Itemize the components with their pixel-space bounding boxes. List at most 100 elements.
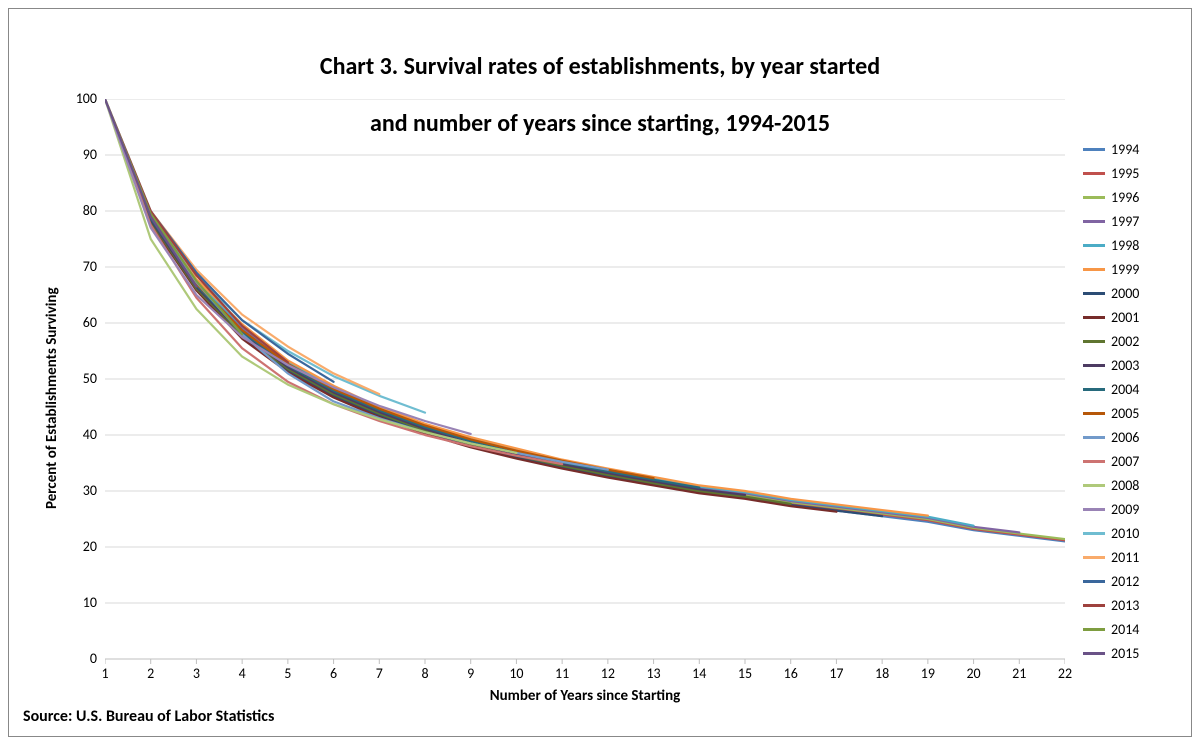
- legend-entry-1997: 1997: [1083, 209, 1173, 233]
- y-tick-label: 70: [57, 258, 97, 275]
- legend-swatch: [1083, 148, 1105, 151]
- x-tick-label: 14: [692, 665, 706, 682]
- legend-label: 1998: [1111, 237, 1139, 254]
- legend-entry-2009: 2009: [1083, 497, 1173, 521]
- legend-label: 2012: [1111, 573, 1139, 590]
- legend-entry-2013: 2013: [1083, 593, 1173, 617]
- legend-label: 2001: [1111, 309, 1139, 326]
- legend: 1994 1995 1996 1997 1998 1999 2000 2001 20022003…: [1083, 137, 1173, 665]
- legend-entry-2011: 2011: [1083, 545, 1173, 569]
- legend-label: 2011: [1111, 549, 1139, 566]
- y-tick-label: 30: [57, 482, 97, 499]
- y-tick-label: 0: [57, 650, 97, 667]
- series-line-2002: [105, 99, 791, 504]
- legend-swatch: [1083, 580, 1105, 583]
- legend-label: 2000: [1111, 285, 1139, 302]
- x-tick-label: 4: [239, 665, 246, 682]
- x-tick-label: 8: [421, 665, 428, 682]
- x-tick-label: 19: [921, 665, 935, 682]
- y-tick-label: 50: [57, 370, 97, 387]
- legend-entry-2003: 2003: [1083, 353, 1173, 377]
- legend-entry-2008: 2008: [1083, 473, 1173, 497]
- x-tick-label: 16: [784, 665, 798, 682]
- legend-swatch: [1083, 460, 1105, 463]
- legend-entry-1998: 1998: [1083, 233, 1173, 257]
- series-line-2008: [105, 99, 516, 453]
- series-line-2012: [105, 99, 334, 382]
- x-tick-label: 20: [966, 665, 980, 682]
- legend-label: 2006: [1111, 429, 1139, 446]
- legend-entry-1996: 1996: [1083, 185, 1173, 209]
- legend-label: 1997: [1111, 213, 1139, 230]
- x-axis-label: Number of Years since Starting: [105, 687, 1065, 705]
- legend-swatch: [1083, 412, 1105, 415]
- legend-entry-2012: 2012: [1083, 569, 1173, 593]
- legend-label: 1995: [1111, 165, 1139, 182]
- x-tick-label: 5: [284, 665, 291, 682]
- legend-entry-2002: 2002: [1083, 329, 1173, 353]
- x-tick-label: 1: [101, 665, 108, 682]
- series-line-2007: [105, 99, 562, 464]
- x-tick-label: 6: [330, 665, 337, 682]
- legend-label: 2015: [1111, 645, 1139, 662]
- legend-swatch: [1083, 364, 1105, 367]
- legend-label: 1994: [1111, 141, 1139, 158]
- legend-entry-2006: 2006: [1083, 425, 1173, 449]
- legend-swatch: [1083, 604, 1105, 607]
- legend-entry-2005: 2005: [1083, 401, 1173, 425]
- legend-swatch: [1083, 436, 1105, 439]
- x-tick-label: 22: [1058, 665, 1072, 682]
- x-tick-label: 12: [601, 665, 615, 682]
- x-tick-label: 3: [193, 665, 200, 682]
- x-tick-label: 13: [646, 665, 660, 682]
- x-tick-label: 7: [376, 665, 383, 682]
- legend-entry-1995: 1995: [1083, 161, 1173, 185]
- legend-entry-2000: 2000: [1083, 281, 1173, 305]
- chart-svg: [105, 99, 1065, 665]
- legend-swatch: [1083, 340, 1105, 343]
- legend-entry-2007: 2007: [1083, 449, 1173, 473]
- x-tick-label: 11: [555, 665, 569, 682]
- legend-entry-2004: 2004: [1083, 377, 1173, 401]
- x-tick-label: 9: [467, 665, 474, 682]
- legend-label: 2009: [1111, 501, 1139, 518]
- y-tick-label: 20: [57, 538, 97, 555]
- legend-label: 1996: [1111, 189, 1139, 206]
- legend-swatch: [1083, 484, 1105, 487]
- legend-entry-1994: 1994: [1083, 137, 1173, 161]
- legend-label: 2013: [1111, 597, 1139, 614]
- legend-entry-2014: 2014: [1083, 617, 1173, 641]
- legend-swatch: [1083, 556, 1105, 559]
- legend-label: 2010: [1111, 525, 1139, 542]
- legend-swatch: [1083, 508, 1105, 511]
- legend-swatch: [1083, 652, 1105, 655]
- legend-swatch: [1083, 196, 1105, 199]
- legend-swatch: [1083, 316, 1105, 319]
- x-tick-label: 17: [829, 665, 843, 682]
- y-tick-label: 80: [57, 202, 97, 219]
- x-tick-label: 21: [1012, 665, 1026, 682]
- y-tick-label: 10: [57, 594, 97, 611]
- legend-swatch: [1083, 532, 1105, 535]
- x-tick-label: 10: [509, 665, 523, 682]
- legend-swatch: [1083, 388, 1105, 391]
- source-text: Source: U.S. Bureau of Labor Statistics: [23, 707, 274, 726]
- plot-area: [105, 99, 1065, 659]
- series-line-2011: [105, 99, 379, 394]
- legend-swatch: [1083, 220, 1105, 223]
- legend-swatch: [1083, 292, 1105, 295]
- legend-entry-1999: 1999: [1083, 257, 1173, 281]
- legend-label: 1999: [1111, 261, 1139, 278]
- legend-label: 2014: [1111, 621, 1139, 638]
- x-tick-label: 18: [875, 665, 889, 682]
- legend-label: 2008: [1111, 477, 1139, 494]
- chart-frame: Chart 3. Survival rates of establishment…: [8, 8, 1192, 737]
- legend-entry-2015: 2015: [1083, 641, 1173, 665]
- legend-entry-2001: 2001: [1083, 305, 1173, 329]
- legend-swatch: [1083, 244, 1105, 247]
- legend-label: 2004: [1111, 381, 1139, 398]
- legend-entry-2010: 2010: [1083, 521, 1173, 545]
- legend-swatch: [1083, 268, 1105, 271]
- y-tick-label: 60: [57, 314, 97, 331]
- legend-swatch: [1083, 172, 1105, 175]
